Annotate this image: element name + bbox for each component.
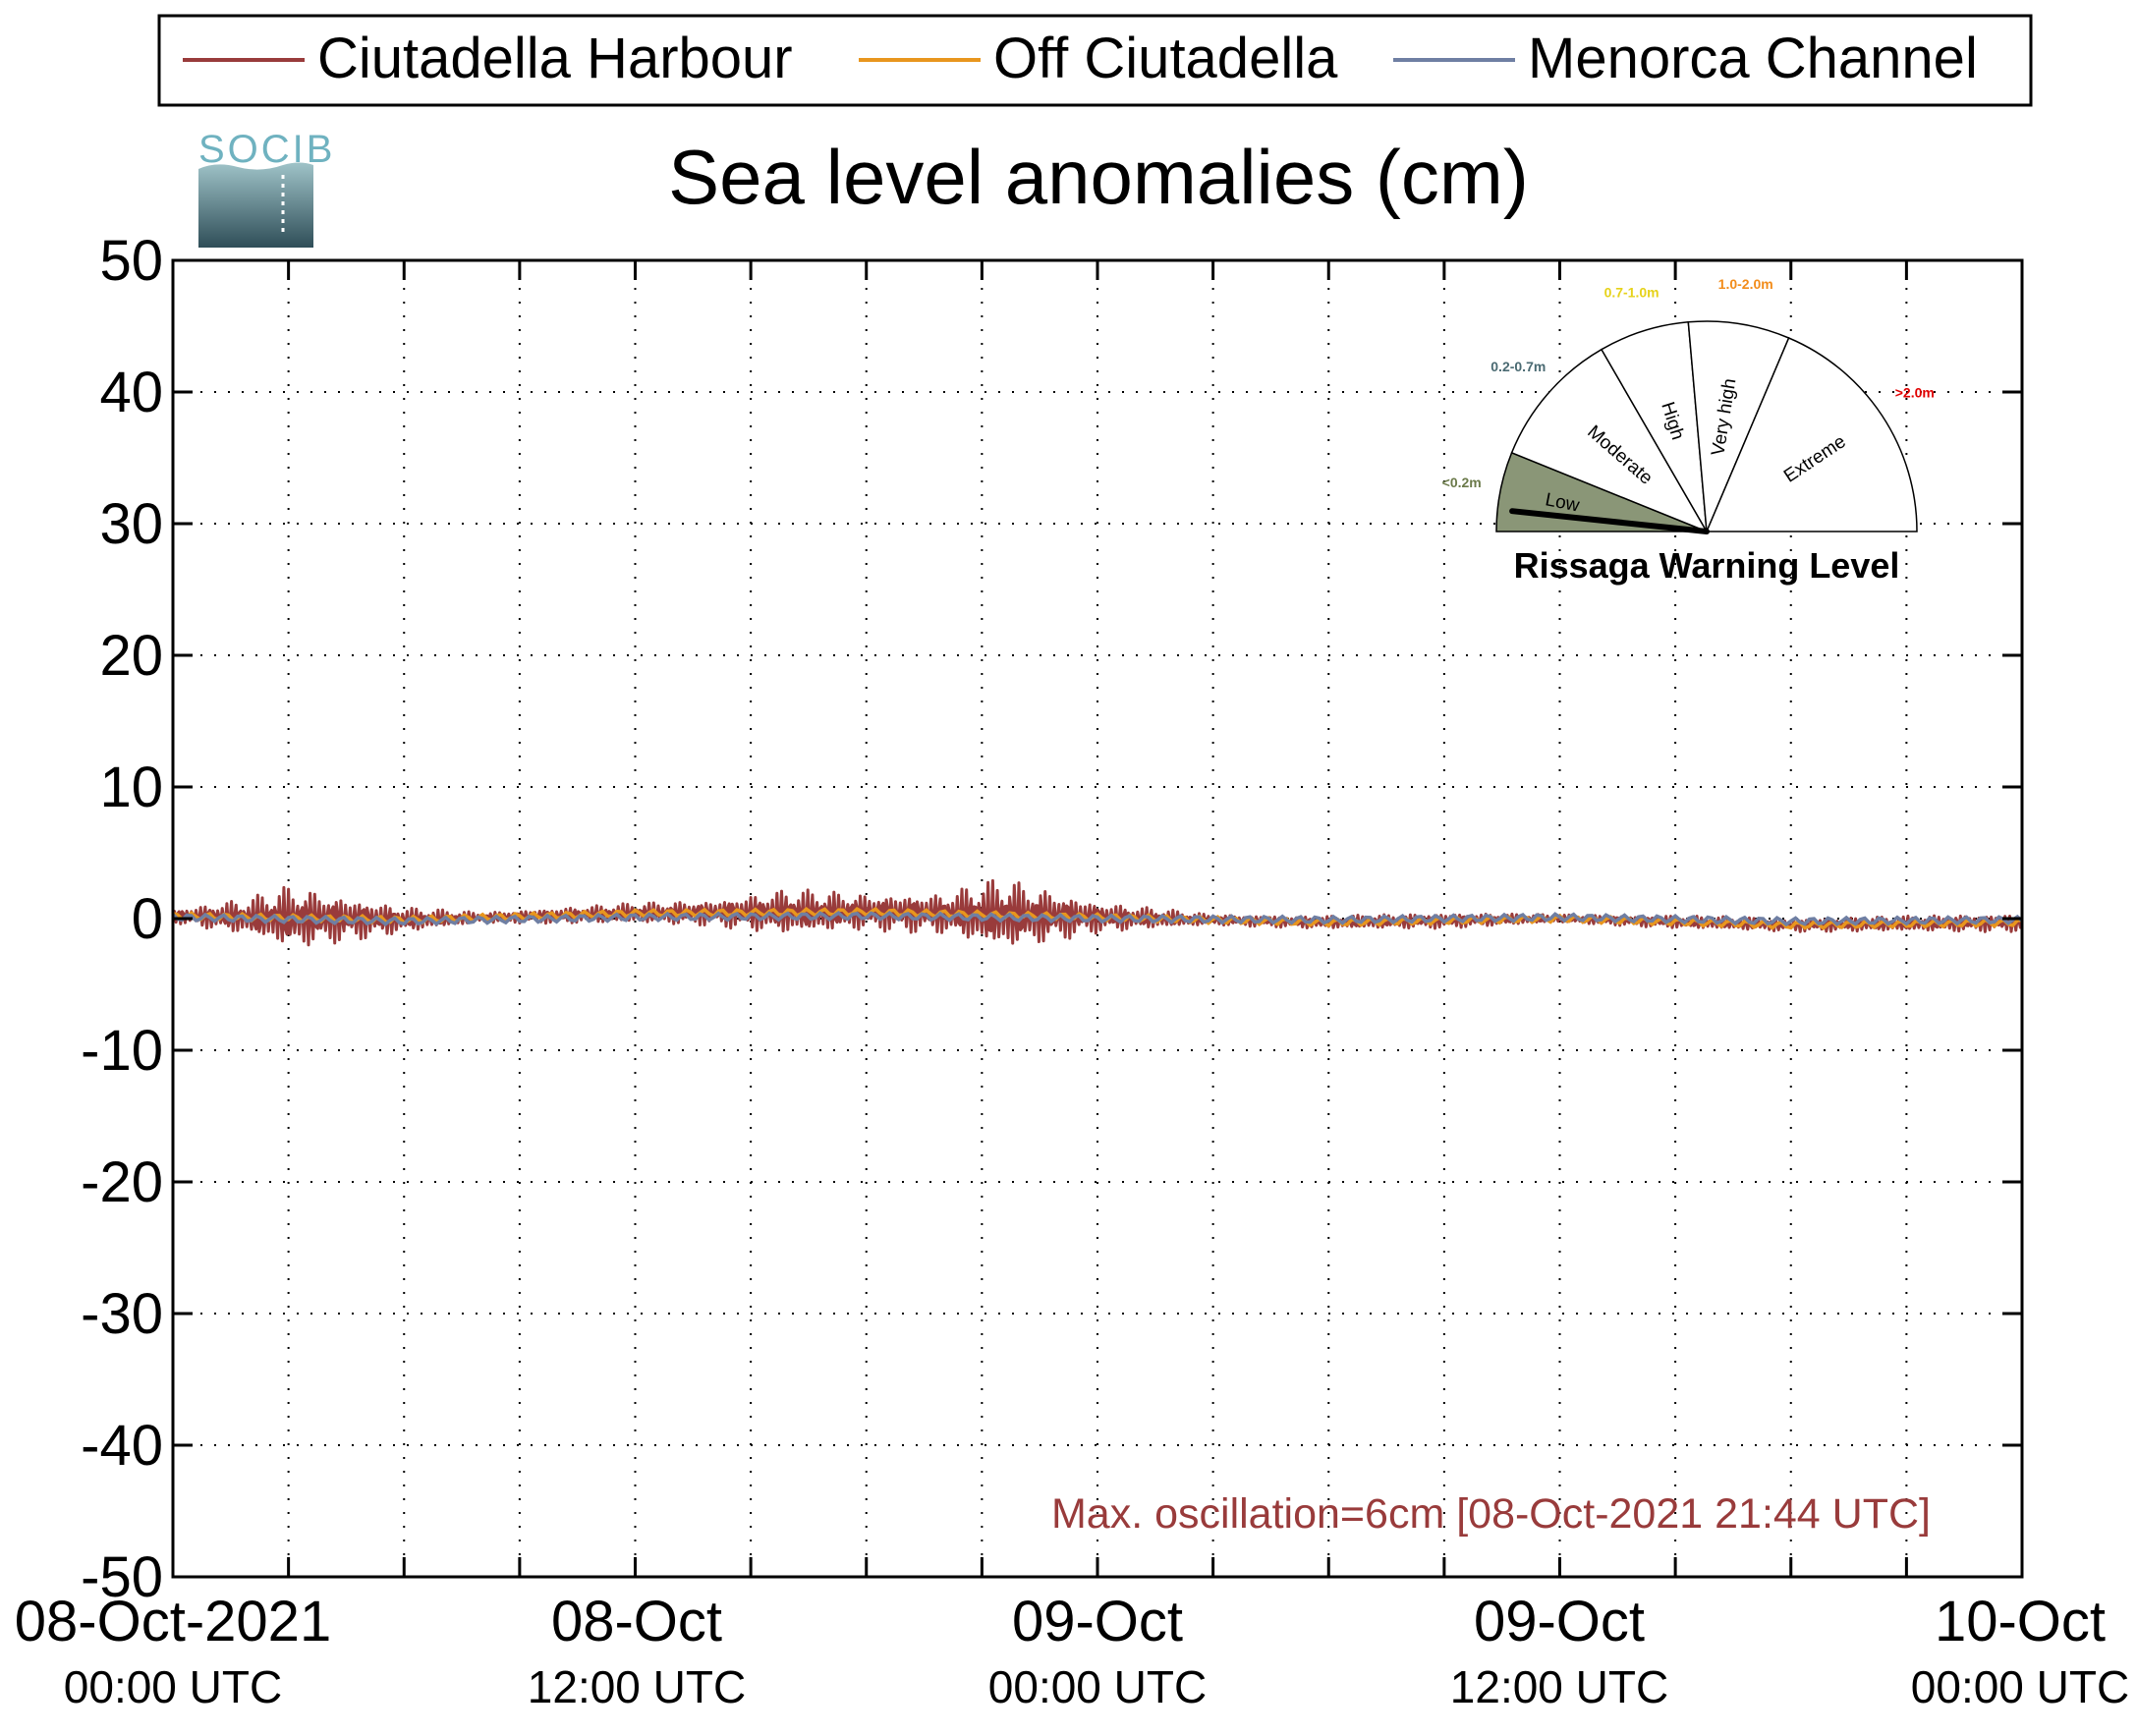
gauge-title: Rissaga Warning Level xyxy=(1514,545,1900,586)
chart-title: Sea level anomalies (cm) xyxy=(668,134,1529,220)
y-tick-label: -20 xyxy=(81,1150,163,1214)
y-tick-label: 40 xyxy=(99,361,163,424)
gauge-sector-extreme xyxy=(1705,337,1918,532)
y-tick-label: 30 xyxy=(99,492,163,556)
x-tick-label-time: 00:00 UTC xyxy=(1911,1661,2129,1712)
x-tick-label-time: 12:00 UTC xyxy=(1450,1661,1668,1712)
legend-label-ciutadella-harbour: Ciutadella Harbour xyxy=(317,27,793,90)
rissaga-warning-gauge: Low<0.2m Moderate0.2-0.7mHigh0.7-1.0mVery… xyxy=(1442,276,1935,534)
x-tick-label-date: 10-Oct xyxy=(1935,1590,2106,1653)
x-tick-label-time: 00:00 UTC xyxy=(64,1661,282,1712)
y-axis: -50 -40 -30 -20 -10 0 10 20 30 40 50 xyxy=(81,229,2022,1609)
x-tick-label-time: 12:00 UTC xyxy=(528,1661,746,1712)
y-tick-label: -30 xyxy=(81,1282,163,1346)
y-tick-label: -50 xyxy=(81,1545,163,1609)
x-tick-label-date: 09-Oct xyxy=(1012,1590,1183,1653)
gauge-range-label: 1.0-2.0m xyxy=(1718,276,1773,292)
x-tick-label-date: 09-Oct xyxy=(1474,1590,1645,1653)
gauge-sector-very-high xyxy=(1687,320,1790,532)
legend-label-menorca-channel: Menorca Channel xyxy=(1528,27,1978,90)
x-tick-label-date: 08-Oct-2021 xyxy=(15,1590,331,1653)
y-tick-label: -10 xyxy=(81,1019,163,1083)
series-line-menorca-channel xyxy=(171,910,2024,927)
series-layer xyxy=(171,878,2024,947)
y-tick-label: 50 xyxy=(99,229,163,293)
x-axis: 08-Oct-2021 00:00 UTC 08-Oct 12:00 UTC 09-Oc… xyxy=(15,260,2129,1712)
socib-logo-wave xyxy=(198,162,313,248)
gauge-sector-moderate xyxy=(1510,348,1709,533)
y-tick-label: 0 xyxy=(132,887,163,951)
legend-label-off-ciutadella: Off Ciutadella xyxy=(993,27,1338,90)
gauge-range-label: >2.0m xyxy=(1895,385,1935,401)
gauge-range-label: 0.7-1.0m xyxy=(1604,285,1659,301)
x-tick-label-time: 00:00 UTC xyxy=(988,1661,1207,1712)
y-tick-label: 10 xyxy=(99,756,163,819)
legend: Ciutadella Harbour Off Ciutadella Menorc… xyxy=(157,14,2033,107)
y-tick-label: -40 xyxy=(81,1414,163,1478)
legend-box xyxy=(157,14,2033,107)
gauge-range-label: <0.2m xyxy=(1442,475,1482,490)
y-tick-label: 20 xyxy=(99,624,163,688)
max-oscillation-annotation: Max. oscillation=6cm [08-Oct-2021 21:44 … xyxy=(1051,1490,1931,1538)
gauge-range-label: 0.2-0.7m xyxy=(1490,359,1546,374)
gauge-needle xyxy=(1509,508,1710,534)
socib-logo: SOCIB xyxy=(198,128,335,248)
socib-logo-text: SOCIB xyxy=(198,128,335,171)
x-tick-label-date: 08-Oct xyxy=(551,1590,722,1653)
